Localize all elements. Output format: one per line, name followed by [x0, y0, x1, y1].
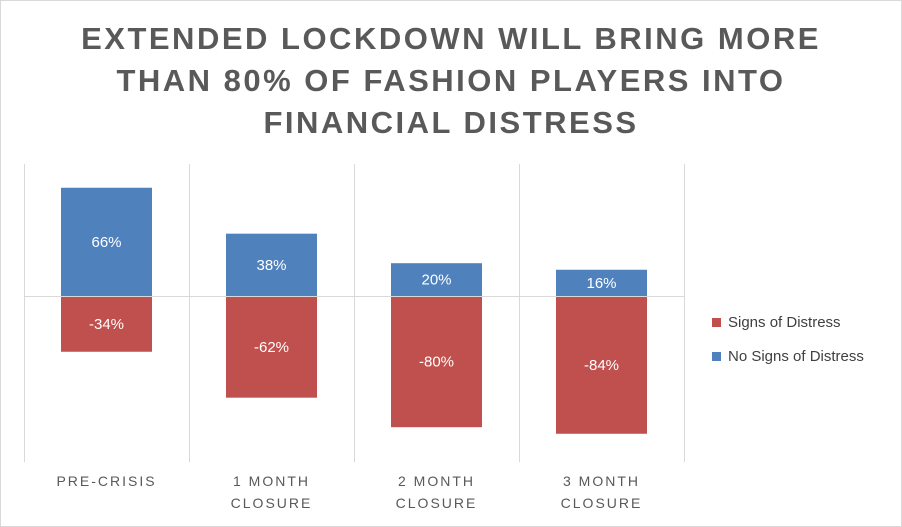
category-label-1-1: CLOSURE [231, 495, 313, 511]
category-label-3-0: 3 MONTH [563, 473, 640, 489]
bar-distress-2 [391, 296, 482, 428]
data-label-no-distress-0: 66% [91, 234, 121, 251]
data-label-distress-1: -62% [254, 339, 289, 356]
chart-title-line-2: THAN 80% OF FASHION PLAYERS INTO [116, 63, 786, 98]
legend-swatch-signs-of-distress [712, 317, 721, 327]
legend-label-signs-of-distress: Signs of Distress [728, 313, 841, 331]
legend-item-signs-of-distress: Signs of Distress [712, 305, 864, 339]
legend-item-no-signs-of-distress: No Signs of Distress [712, 339, 864, 373]
data-label-no-distress-3: 16% [586, 275, 616, 292]
bar-distress-3 [556, 296, 647, 434]
legend-swatch-no-signs-of-distress [712, 351, 721, 361]
data-label-no-distress-2: 20% [421, 272, 451, 289]
bar-no-distress-3 [556, 269, 647, 296]
bar-distress-0 [61, 296, 152, 352]
legend: Signs of Distress No Signs of Distress [712, 305, 864, 373]
legend-label-no-signs-of-distress: No Signs of Distress [728, 347, 864, 365]
chart-title-line-1: EXTENDED LOCKDOWN WILL BRING MORE [81, 21, 821, 56]
chart-title: EXTENDED LOCKDOWN WILL BRING MORE THAN 8… [0, 18, 902, 144]
category-label-3-1: CLOSURE [561, 495, 643, 511]
chart-title-line-3: FINANCIAL DISTRESS [263, 105, 639, 140]
data-label-no-distress-1: 38% [256, 257, 286, 274]
data-label-distress-0: -34% [89, 316, 124, 333]
bar-distress-1 [226, 296, 317, 398]
category-label-2-0: 2 MONTH [398, 473, 475, 489]
category-label-0-0: PRE-CRISIS [56, 473, 156, 489]
data-label-distress-3: -84% [584, 357, 619, 374]
category-label-2-1: CLOSURE [396, 495, 478, 511]
data-label-distress-2: -80% [419, 354, 454, 371]
category-label-1-0: 1 MONTH [233, 473, 310, 489]
bar-no-distress-0 [61, 187, 152, 296]
bar-no-distress-1 [226, 233, 317, 296]
bar-no-distress-2 [391, 263, 482, 296]
